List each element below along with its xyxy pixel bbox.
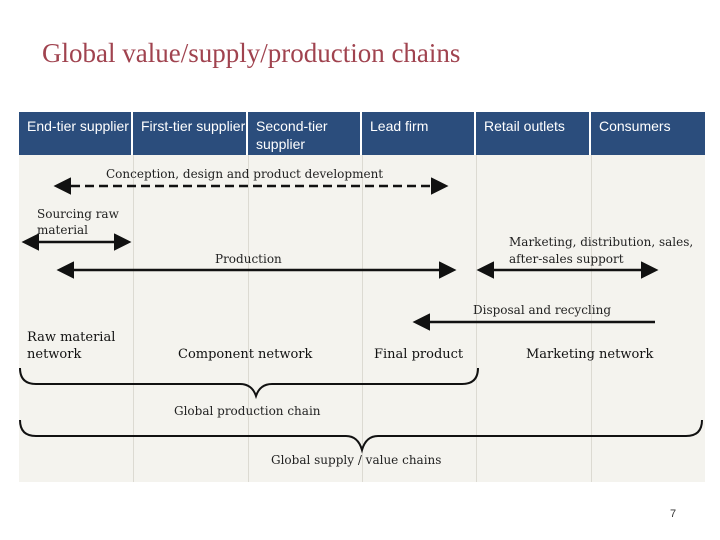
column-divider bbox=[591, 155, 592, 482]
raw-material-network-line1: Raw material bbox=[27, 330, 116, 345]
diagram-panel: End-tier supplier First-tier supplier Se… bbox=[19, 112, 705, 482]
column-divider bbox=[476, 155, 477, 482]
tier-header-row: End-tier supplier First-tier supplier Se… bbox=[19, 112, 705, 155]
page-number: 7 bbox=[670, 508, 677, 520]
disposal-label: Disposal and recycling bbox=[473, 303, 612, 317]
production-label: Production bbox=[215, 252, 282, 266]
raw-material-network-line2: network bbox=[27, 347, 82, 362]
header-end-tier-supplier: End-tier supplier bbox=[19, 112, 133, 155]
header-consumers: Consumers bbox=[591, 112, 705, 155]
conception-label: Conception, design and product developme… bbox=[106, 167, 384, 181]
slide-title: Global value/supply/production chains bbox=[42, 38, 461, 68]
marketing-label-line1: Marketing, distribution, sales, bbox=[509, 235, 694, 249]
final-product-label: Final product bbox=[374, 347, 464, 362]
column-divider bbox=[248, 155, 249, 482]
sourcing-label-line2: material bbox=[37, 223, 89, 237]
header-retail-outlets: Retail outlets bbox=[476, 112, 591, 155]
global-production-chain-label: Global production chain bbox=[174, 404, 321, 418]
marketing-label-line2: after-sales support bbox=[509, 252, 624, 266]
header-second-tier-supplier: Second-tier supplier bbox=[248, 112, 362, 155]
sourcing-label-line1: Sourcing raw bbox=[37, 207, 119, 221]
component-network-label: Component network bbox=[178, 347, 313, 362]
marketing-network-label: Marketing network bbox=[526, 347, 654, 362]
global-supply-value-chains-label: Global supply / value chains bbox=[271, 453, 442, 467]
column-divider bbox=[362, 155, 363, 482]
header-lead-firm: Lead firm bbox=[362, 112, 476, 155]
production-chain-brace bbox=[19, 367, 479, 400]
column-divider bbox=[133, 155, 134, 482]
header-first-tier-supplier: First-tier supplier bbox=[133, 112, 248, 155]
supply-chain-brace bbox=[19, 419, 703, 454]
